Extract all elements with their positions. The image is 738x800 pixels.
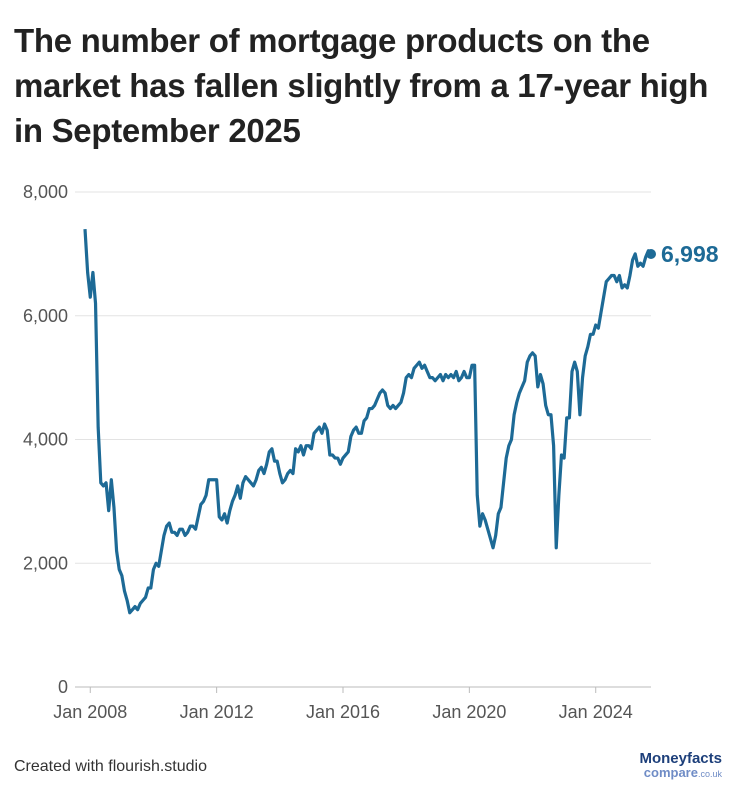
x-tick-label: Jan 2024 (559, 702, 633, 722)
x-tick-label: Jan 2020 (432, 702, 506, 722)
logo-name: Moneyfacts (639, 750, 722, 767)
y-tick-label: 6,000 (23, 306, 68, 326)
chart: 0 2,000 4,000 6,000 8,000 Jan 2008 Jan 2012 Jan… (23, 182, 719, 722)
end-label: 6,998 (661, 241, 719, 267)
logo: Moneyfacts compare.co.uk (639, 750, 722, 781)
y-tick-label: 2,000 (23, 553, 68, 573)
logo-sub: compare (643, 765, 698, 780)
line (83, 229, 653, 615)
y-tick-label: 0 (58, 677, 68, 697)
y-tick-label: 8,000 (23, 182, 68, 202)
footer: Created with flourish.studio (14, 758, 207, 775)
logo-domain: .co.uk (697, 769, 722, 779)
y-tick-label: 4,000 (23, 430, 68, 450)
x-tick-label: Jan 2016 (306, 702, 380, 722)
end-point (646, 248, 656, 259)
x-tick-label: Jan 2012 (180, 702, 254, 722)
chart-title: The number of mortgage products on the m… (14, 22, 709, 149)
x-tick-label: Jan 2008 (53, 702, 127, 722)
